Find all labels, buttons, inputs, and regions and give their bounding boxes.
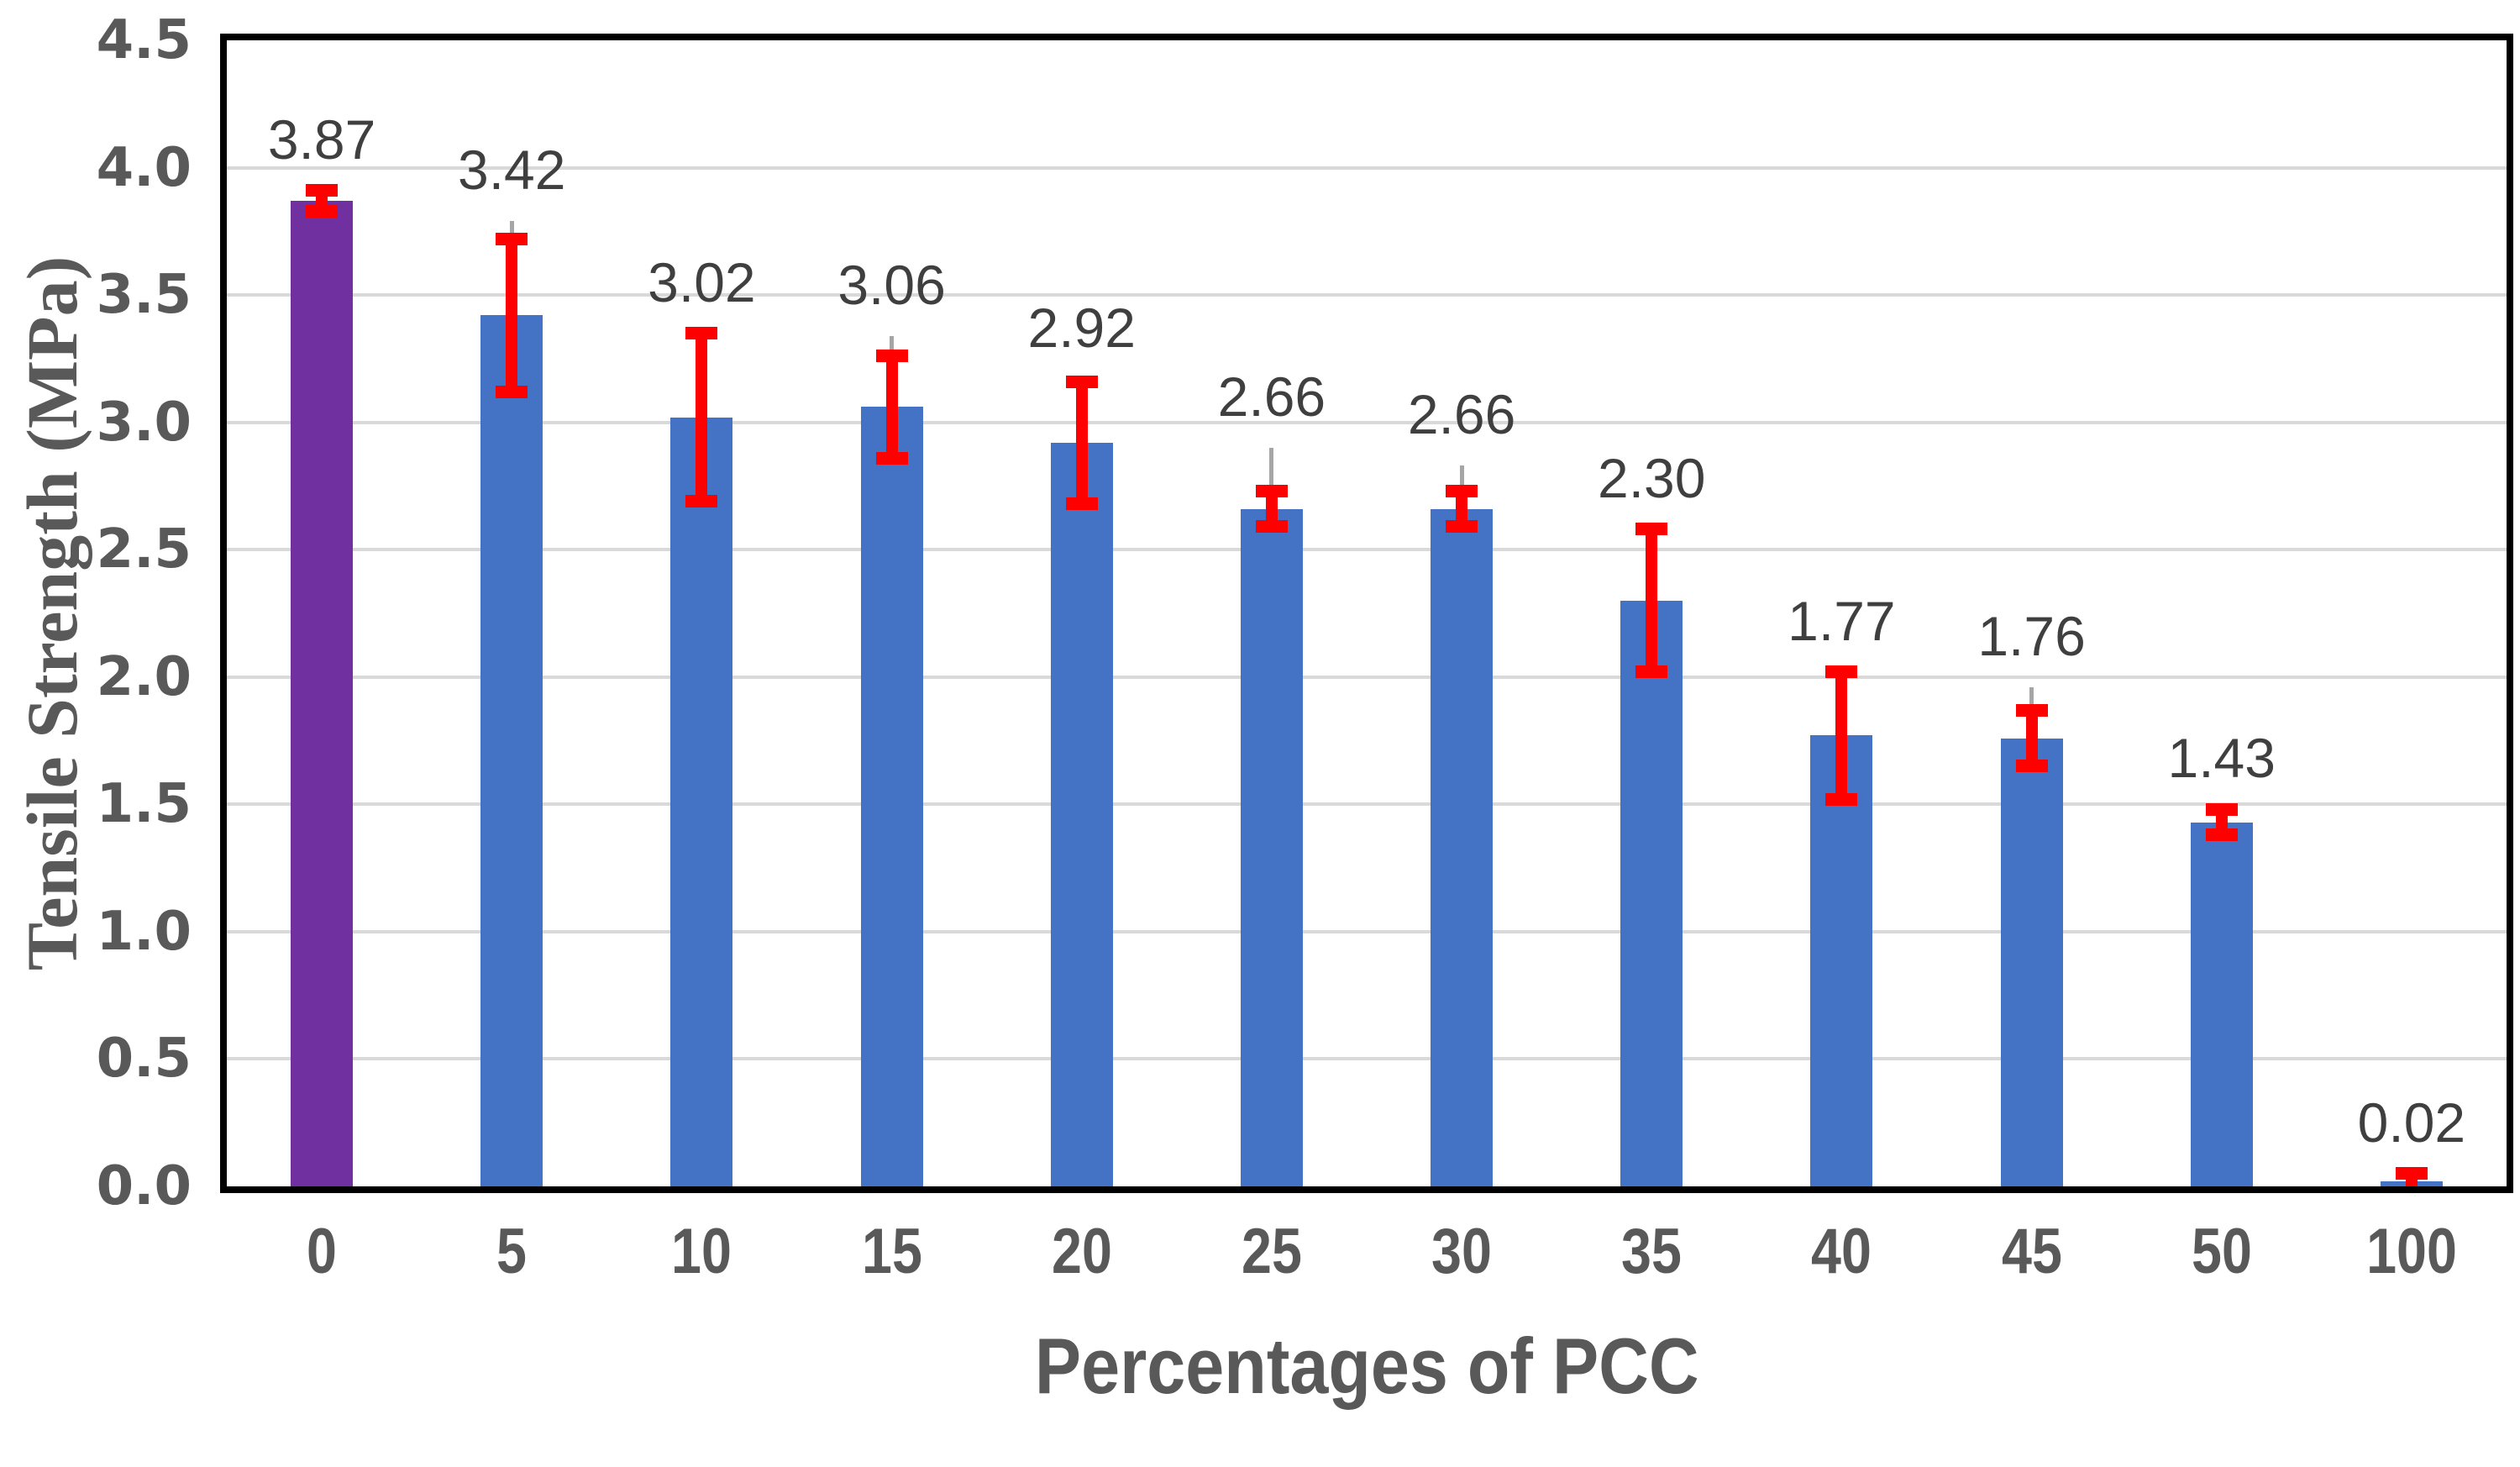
error-bar-cap-top <box>1446 485 1478 497</box>
x-axis-title-text: Percentages of PCC <box>1034 1322 1699 1410</box>
bar-value-label: 1.77 <box>1788 589 1896 652</box>
y-tick-label: 0.5 <box>96 1028 192 1091</box>
y-tick-label: 2.0 <box>96 645 192 708</box>
error-bar-red <box>1835 671 1848 800</box>
gridline <box>227 548 2507 552</box>
error-bar-cap-bottom <box>2205 828 2238 842</box>
error-bar-red <box>1646 528 1658 672</box>
x-tick-label: 50 <box>2191 1216 2252 1287</box>
bar-value-label: 2.66 <box>1217 365 1326 428</box>
error-bar-cap-top <box>2015 703 2048 717</box>
y-axis-title: Tensile Strength (MPa) <box>12 255 92 971</box>
error-bar-cap-top <box>496 232 528 245</box>
bar <box>291 200 354 1186</box>
bar <box>480 315 543 1186</box>
x-tick-label: 100 <box>2366 1216 2457 1287</box>
y-tick-label: 4.5 <box>96 9 192 71</box>
error-bar-cap-top <box>2205 802 2238 816</box>
gridline <box>227 166 2507 170</box>
bar-value-label: 2.30 <box>1598 446 1706 509</box>
error-bar-cap-bottom <box>875 451 908 465</box>
bar-value-label: 3.42 <box>458 139 566 202</box>
gridline <box>227 1057 2507 1061</box>
bar <box>860 407 923 1186</box>
x-tick-label: 20 <box>1051 1216 1112 1287</box>
gridline <box>227 802 2507 807</box>
bar-value-label: 2.66 <box>1407 383 1516 446</box>
error-bar-red <box>2215 809 2228 835</box>
bar <box>2190 822 2253 1186</box>
x-tick-label: 35 <box>1621 1216 1683 1287</box>
bar-value-label: 2.92 <box>1027 297 1136 360</box>
y-tick-label: 4.0 <box>96 136 192 199</box>
error-bar-cap-top <box>1825 665 1858 679</box>
bar-value-label: 3.06 <box>837 253 946 316</box>
error-bar-cap-bottom <box>306 204 339 218</box>
x-tick-label: 30 <box>1431 1216 1493 1287</box>
error-bar-red <box>1265 491 1278 527</box>
gridline <box>227 929 2507 933</box>
y-tick-label: 1.5 <box>96 773 192 836</box>
gridline <box>227 420 2507 424</box>
error-bar-cap-top <box>1635 523 1668 536</box>
bar-value-label: 3.87 <box>267 108 376 171</box>
bar-value-label: 3.02 <box>648 250 756 313</box>
bar-value-label: 0.02 <box>2357 1091 2466 1154</box>
error-bar-cap-top <box>306 184 339 197</box>
y-tick-label: 1.0 <box>96 900 192 963</box>
error-bar-red <box>885 355 898 459</box>
bar <box>1810 735 1873 1186</box>
x-tick-label: 45 <box>2001 1216 2062 1287</box>
bar <box>1620 600 1683 1186</box>
bar <box>670 417 733 1186</box>
error-bar-cap-top <box>875 350 908 363</box>
error-bar-red <box>506 239 518 392</box>
y-tick-label: 2.5 <box>96 518 192 581</box>
error-bar-cap-bottom <box>2015 760 2048 773</box>
y-tick-label: 3.0 <box>96 391 192 454</box>
bar <box>1050 442 1113 1186</box>
x-tick-label: 40 <box>1811 1216 1872 1287</box>
x-axis-title: Percentages of PCC <box>227 1321 2507 1412</box>
error-bar-cap-bottom <box>1825 792 1858 806</box>
error-bar-red <box>2025 710 2038 766</box>
error-bar-cap-bottom <box>1635 665 1668 679</box>
bar-value-label: 1.76 <box>1977 604 2086 667</box>
gridline <box>227 293 2507 297</box>
error-bar-cap-top <box>685 327 718 340</box>
x-tick-label: 25 <box>1241 1216 1302 1287</box>
error-bar-cap-bottom <box>685 495 718 508</box>
error-bar-cap-bottom <box>1255 520 1288 534</box>
error-bar-cap-bottom <box>1446 520 1478 534</box>
bar <box>2000 738 2063 1186</box>
error-bar-cap-bottom <box>1065 497 1098 511</box>
gridline <box>227 675 2507 679</box>
y-tick-label: 0.0 <box>96 1155 192 1217</box>
error-bar-cap-bottom <box>496 385 528 398</box>
bar <box>1431 508 1494 1186</box>
y-tick-label: 3.5 <box>96 264 192 327</box>
x-tick-label: 10 <box>671 1216 732 1287</box>
error-bar-cap-top <box>2395 1167 2428 1180</box>
bar-value-label: 1.43 <box>2167 727 2276 790</box>
error-bar-cap-top <box>1255 485 1288 497</box>
error-bar-cap-top <box>1065 375 1098 388</box>
x-tick-label: 5 <box>496 1216 528 1287</box>
plot-border <box>220 34 2513 1193</box>
error-bar-red <box>696 333 708 502</box>
error-bar-red <box>1075 381 1088 504</box>
x-tick-label: 15 <box>861 1216 922 1287</box>
x-tick-label: 0 <box>307 1216 338 1287</box>
bar <box>1240 508 1303 1186</box>
error-bar-red <box>1456 491 1468 527</box>
